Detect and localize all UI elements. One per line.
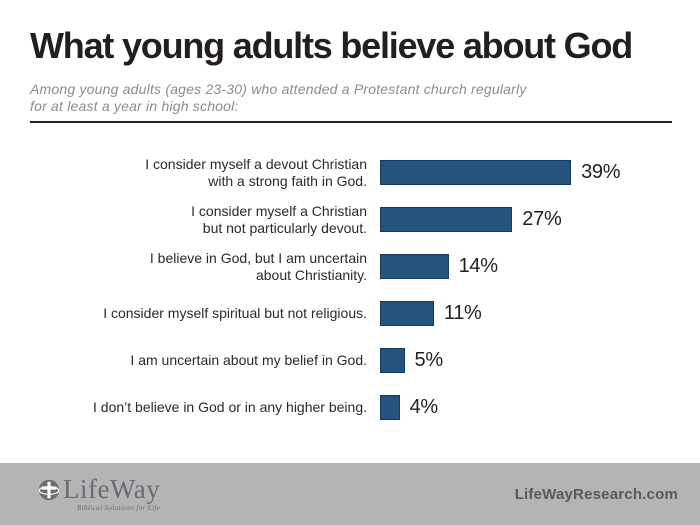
page-subtitle: Among young adults (ages 23-30) who atte… [30, 81, 527, 114]
bar-row: I am uncertain about my belief in God. 5… [30, 337, 685, 384]
value-label: 39% [581, 161, 621, 183]
category-label: I consider myself a devout Christian wit… [145, 155, 367, 189]
value-label: 27% [522, 208, 562, 230]
value-label: 14% [458, 255, 498, 277]
lifeway-logo-tagline: Biblical Solutions for Life [76, 504, 161, 512]
lifeway-logo-text-block: LifeWay Biblical Solutions for Life [63, 474, 161, 513]
lifeway-globe-cross-icon [38, 479, 60, 506]
bar [380, 160, 572, 185]
bar [380, 395, 400, 420]
bar-row: I consider myself a Christian but not pa… [30, 196, 685, 243]
bar-row: I believe in God, but I am uncertain abo… [30, 243, 685, 290]
category-label: I consider myself spiritual but not reli… [103, 305, 367, 321]
bar-row: I consider myself a devout Christian wit… [30, 149, 685, 196]
lifeway-research-url: LifeWayResearch.com [514, 485, 678, 503]
footer-bar: LifeWay Biblical Solutions for Life Life… [0, 463, 700, 525]
page-title: What young adults believe about God [30, 25, 633, 66]
bar-row: I don’t believe in God or in any higher … [30, 384, 685, 431]
value-label: 5% [414, 349, 444, 371]
lifeway-logo-name: LifeWay [63, 474, 161, 504]
bar [380, 348, 405, 373]
value-label: 11% [443, 302, 482, 324]
bar [380, 254, 449, 279]
bar [380, 207, 513, 232]
category-label: I believe in God, but I am uncertain abo… [149, 249, 367, 283]
value-label: 4% [409, 396, 439, 418]
category-label: I am uncertain about my belief in God. [130, 352, 367, 368]
category-label: I don’t believe in God or in any higher … [93, 399, 367, 415]
bar [380, 301, 434, 326]
category-label: I consider myself a Christian but not pa… [191, 202, 367, 236]
header-divider [30, 121, 672, 123]
bar-row: I consider myself spiritual but not reli… [30, 290, 685, 337]
lifeway-logo: LifeWay Biblical Solutions for Life [38, 476, 160, 512]
bar-chart: I consider myself a devout Christian wit… [30, 149, 685, 431]
